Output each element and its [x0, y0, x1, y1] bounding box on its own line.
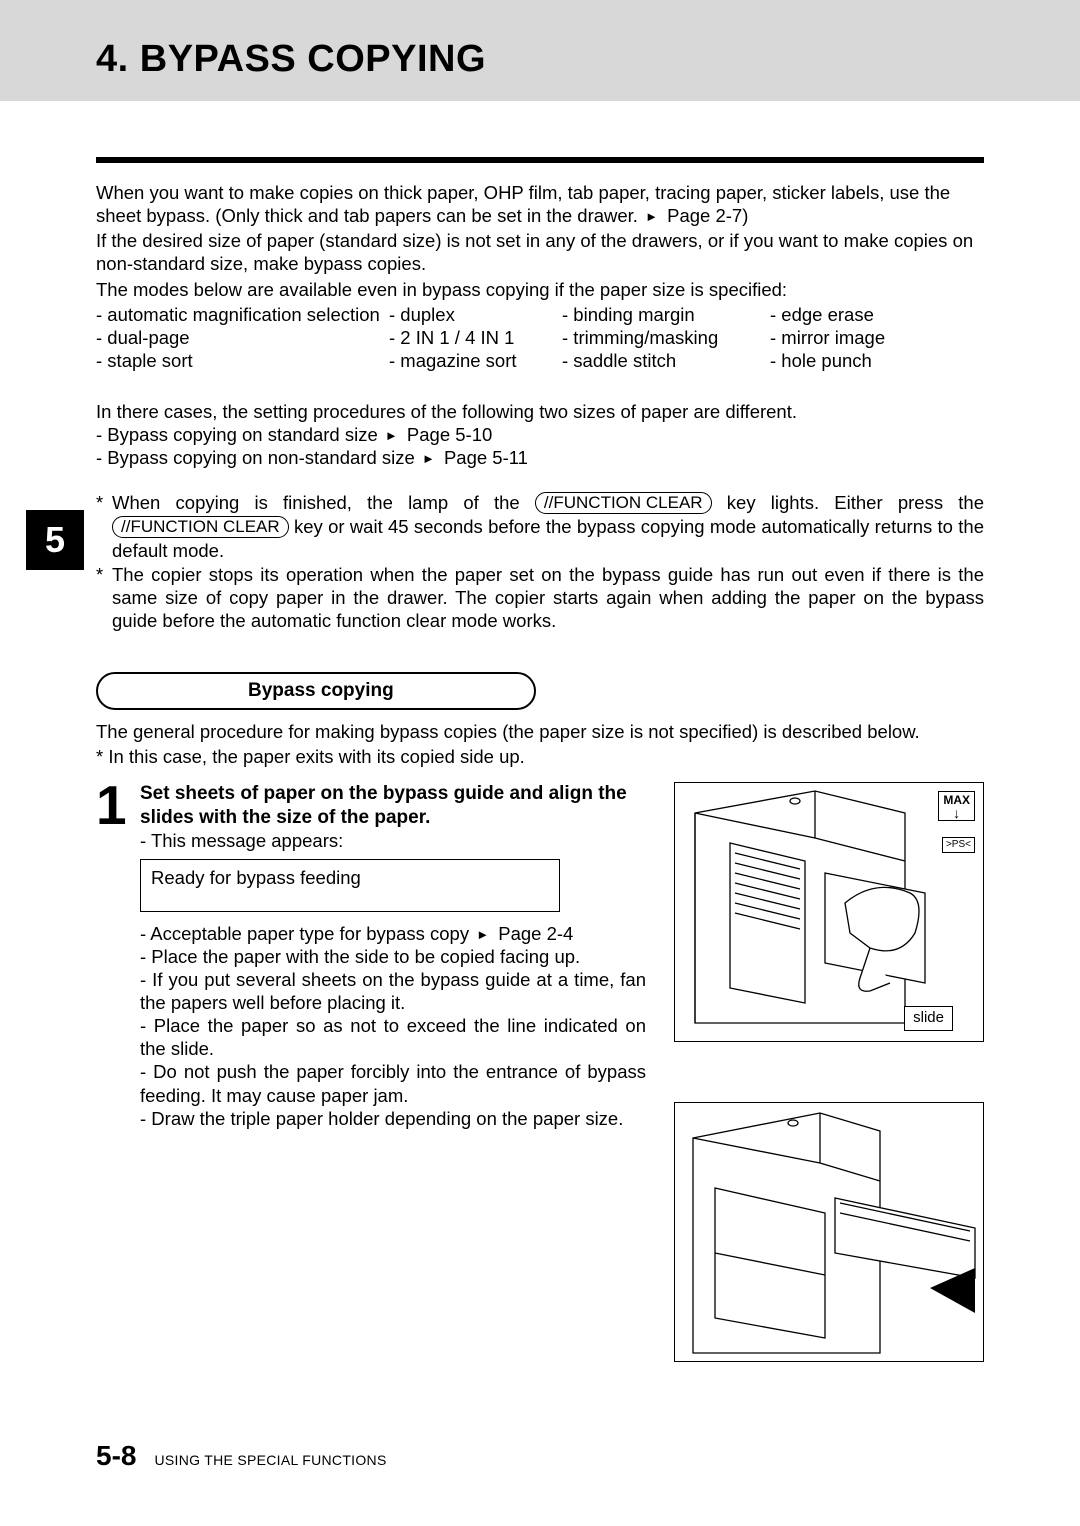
list-item: - If you put several sheets on the bypas…: [140, 968, 646, 1014]
step-area: 1 Set sheets of paper on the bypass guid…: [96, 782, 984, 1362]
modes-column: - automatic magnification selection - du…: [96, 303, 381, 372]
asterisk-icon: *: [96, 491, 112, 562]
pointer-icon: [643, 205, 662, 226]
page-number: 5-8: [96, 1440, 136, 1472]
mode-item: - dual-page: [96, 326, 381, 349]
mode-item: - hole punch: [770, 349, 885, 372]
function-clear-key: //FUNCTION CLEAR: [535, 492, 712, 514]
mode-item: - magazine sort: [389, 349, 554, 372]
asterisk-icon: *: [96, 563, 112, 632]
mode-item: - duplex: [389, 303, 554, 326]
message-box: Ready for bypass feeding: [140, 859, 560, 912]
figure-paper-holder: [674, 1102, 984, 1362]
pointer-icon: [474, 923, 493, 944]
modes-column: - duplex - 2 IN 1 / 4 IN 1 - magazine so…: [389, 303, 554, 372]
body-text: - Bypass copying on standard size Page 5…: [96, 423, 984, 446]
notes-block: * When copying is finished, the lamp of …: [96, 491, 984, 632]
modes-column: - edge erase - mirror image - hole punch: [770, 303, 885, 372]
mode-item: - trimming/masking: [562, 326, 762, 349]
general-block: The general procedure for making bypass …: [96, 720, 984, 768]
body-text: * In this case, the paper exits with its…: [96, 745, 984, 768]
divider-rule: [96, 157, 984, 163]
subsection-title: Bypass copying: [248, 680, 394, 701]
list-item: - Place the paper with the side to be co…: [140, 945, 646, 968]
cases-block: In there cases, the setting procedures o…: [96, 400, 984, 469]
mode-item: - mirror image: [770, 326, 885, 349]
chapter-tab: 5: [26, 510, 84, 570]
subsection-pill: Bypass copying: [96, 672, 536, 710]
intro-block: When you want to make copies on thick pa…: [96, 181, 984, 372]
step-heading: 1 Set sheets of paper on the bypass guid…: [96, 782, 646, 830]
function-clear-key: //FUNCTION CLEAR: [112, 516, 289, 538]
mode-item: - saddle stitch: [562, 349, 762, 372]
mode-item: - staple sort: [96, 349, 381, 372]
body-text: In there cases, the setting procedures o…: [96, 400, 984, 423]
step-list: - Acceptable paper type for bypass copy …: [140, 922, 646, 1130]
max-label: MAX↓: [938, 791, 975, 821]
intro-paragraph: When you want to make copies on thick pa…: [96, 181, 984, 227]
section-header: 4. BYPASS COPYING: [0, 0, 1080, 101]
step-number: 1: [96, 782, 130, 830]
modes-grid: - automatic magnification selection - du…: [96, 303, 984, 372]
message-text: Ready for bypass feeding: [151, 867, 361, 888]
body-text: The general procedure for making bypass …: [96, 720, 984, 743]
body-text: - Bypass copying on non-standard size Pa…: [96, 446, 984, 469]
copier-illustration: [675, 1103, 985, 1363]
pointer-icon: [420, 447, 439, 468]
copier-illustration: [675, 783, 985, 1043]
body-text: - This message appears:: [140, 829, 646, 852]
intro-paragraph: If the desired size of paper (standard s…: [96, 229, 984, 275]
list-item: - Draw the triple paper holder depending…: [140, 1107, 646, 1130]
mode-item: - 2 IN 1 / 4 IN 1: [389, 326, 554, 349]
section-title: 4. BYPASS COPYING: [96, 38, 1080, 81]
figure-column: MAX↓ >PS< slide: [674, 782, 984, 1362]
intro-paragraph: The modes below are available even in by…: [96, 278, 984, 301]
footer-section-name: USING THE SPECIAL FUNCTIONS: [154, 1452, 386, 1468]
down-arrow-icon: ↓: [953, 805, 960, 821]
page-footer: 5-8 USING THE SPECIAL FUNCTIONS: [96, 1440, 387, 1472]
pointer-icon: [383, 424, 402, 445]
note-item: * The copier stops its operation when th…: [96, 563, 984, 632]
slide-label: slide: [904, 1006, 953, 1031]
mode-item: - automatic magnification selection: [96, 303, 381, 326]
mode-item: - edge erase: [770, 303, 885, 326]
modes-column: - binding margin - trimming/masking - sa…: [562, 303, 762, 372]
chapter-number: 5: [45, 519, 65, 561]
mode-item: - binding margin: [562, 303, 762, 326]
list-item: - Acceptable paper type for bypass copy …: [140, 922, 646, 945]
page-content: When you want to make copies on thick pa…: [96, 181, 984, 1362]
list-item: - Do not push the paper forcibly into th…: [140, 1060, 646, 1106]
figure-bypass-guide: MAX↓ >PS< slide: [674, 782, 984, 1042]
note-item: * When copying is finished, the lamp of …: [96, 491, 984, 562]
list-item: - Place the paper so as not to exceed th…: [140, 1014, 646, 1060]
step-text-column: 1 Set sheets of paper on the bypass guid…: [96, 782, 646, 1362]
ps-label: >PS<: [942, 837, 975, 854]
step-title: Set sheets of paper on the bypass guide …: [140, 782, 646, 830]
